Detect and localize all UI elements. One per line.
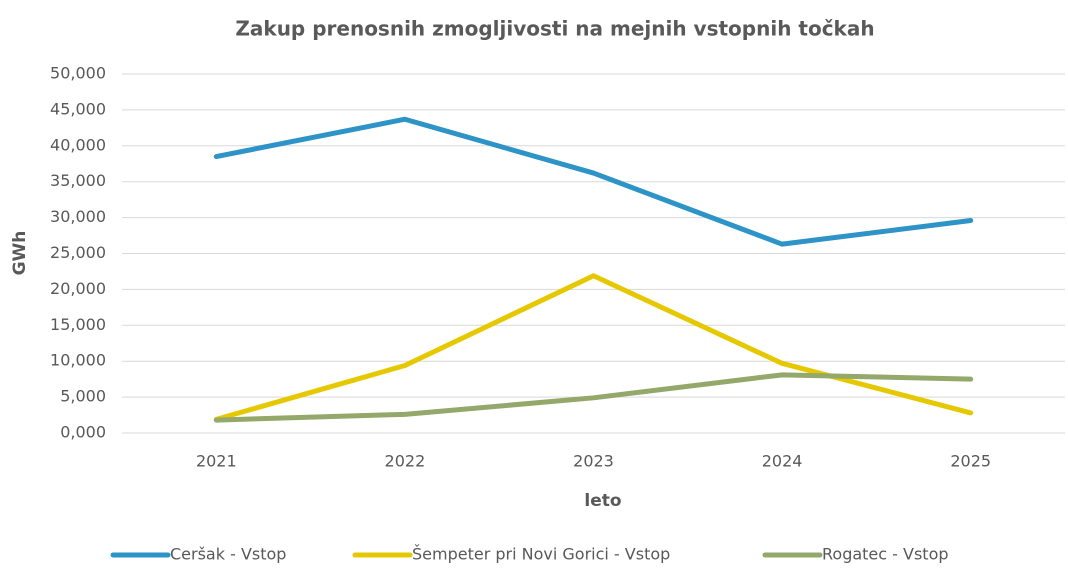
x-axis-title: leto: [584, 491, 621, 511]
y-tick-label: 25,000: [50, 243, 106, 262]
y-tick-label: 5,000: [60, 387, 106, 406]
y-tick-label: 40,000: [50, 135, 106, 154]
y-tick-label: 15,000: [50, 315, 106, 334]
line-series: [213, 116, 974, 247]
y-tick-label: 10,000: [50, 351, 106, 370]
y-tick-label: 0,000: [60, 423, 106, 442]
legend-label: Ceršak - Vstop: [170, 545, 286, 564]
line-series: [213, 372, 974, 423]
line-series: [213, 273, 974, 422]
legend-label: Rogatec - Vstop: [822, 545, 949, 564]
x-tick-label: 2025: [950, 452, 991, 471]
x-tick-label: 2024: [762, 452, 803, 471]
x-tick-label: 2021: [196, 452, 237, 471]
chart-title: Zakup prenosnih zmogljivosti na mejnih v…: [235, 17, 874, 41]
y-axis-title: GWh: [10, 231, 30, 276]
y-tick-label: 50,000: [50, 64, 106, 83]
y-tick-label: 30,000: [50, 207, 106, 226]
y-tick-label: 20,000: [50, 279, 106, 298]
y-tick-label: 35,000: [50, 171, 106, 190]
x-tick-label: 2022: [385, 452, 426, 471]
legend-label: Šempeter pri Novi Gorici - Vstop: [412, 545, 670, 564]
x-tick-label: 2023: [573, 452, 614, 471]
y-tick-label: 45,000: [50, 99, 106, 118]
